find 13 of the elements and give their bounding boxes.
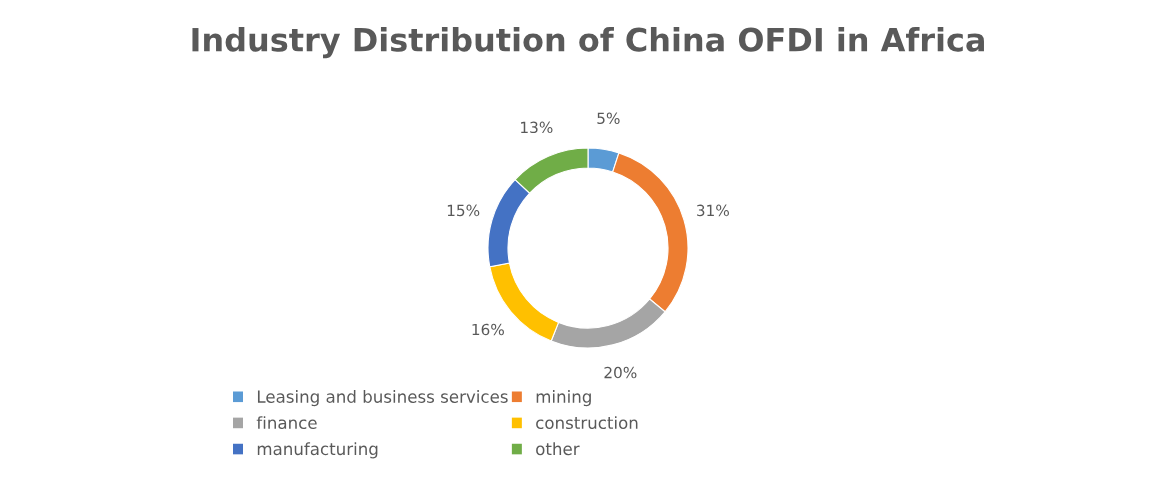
data-label: 20%	[604, 366, 637, 379]
data-label: 31%	[697, 204, 729, 217]
legend-label: finance	[256, 416, 317, 430]
data-label: 15%	[447, 204, 480, 217]
data-label: 13%	[521, 121, 553, 134]
data-label: 16%	[472, 323, 504, 336]
legend-label: manufacturing	[257, 442, 378, 459]
legend-label: other	[536, 442, 580, 456]
data-label: 5%	[597, 112, 620, 125]
legend-label: Leasing and business services	[257, 390, 508, 407]
legend-label: mining	[536, 390, 591, 407]
chart-title: Industry Distribution of China OFDI in Africa	[192, 27, 984, 59]
legend-label: construction	[536, 416, 638, 430]
